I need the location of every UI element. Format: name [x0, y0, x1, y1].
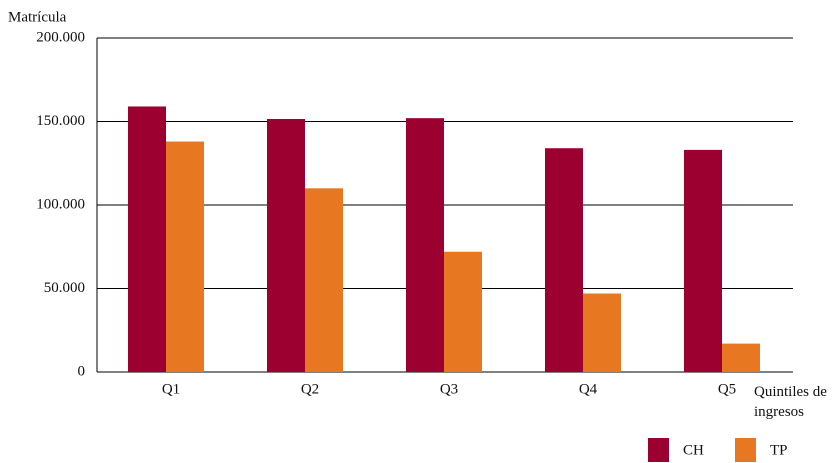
- y-tick-label: 100.000: [36, 196, 85, 212]
- legend-swatch: [735, 438, 756, 462]
- x-tick-label: Q5: [718, 381, 736, 397]
- y-tick-label: 50.000: [44, 280, 85, 296]
- y-axis-label: Matrícula: [8, 9, 67, 25]
- bar: [444, 251, 482, 372]
- bar: [684, 149, 722, 372]
- bar: [722, 343, 760, 372]
- y-tick-label: 0: [78, 363, 86, 379]
- legend-label: CH: [683, 442, 704, 458]
- x-axis-label: Quintiles de ingresos: [754, 384, 827, 420]
- bar: [406, 118, 444, 372]
- x-tick-label: Q2: [301, 381, 319, 397]
- bar: [128, 106, 166, 372]
- bar: [583, 293, 621, 372]
- x-tick-label: Q3: [440, 381, 458, 397]
- legend-swatch: [648, 438, 669, 462]
- y-tick-label: 200.000: [36, 29, 85, 45]
- x-tick-label: Q1: [162, 381, 180, 397]
- legend-label: TP: [770, 442, 788, 458]
- bar: [166, 141, 204, 372]
- bar: [267, 118, 305, 373]
- y-tick-label: 150.000: [36, 113, 85, 129]
- x-tick-label: Q4: [579, 381, 598, 397]
- bar: [545, 148, 583, 372]
- bar: [305, 188, 343, 372]
